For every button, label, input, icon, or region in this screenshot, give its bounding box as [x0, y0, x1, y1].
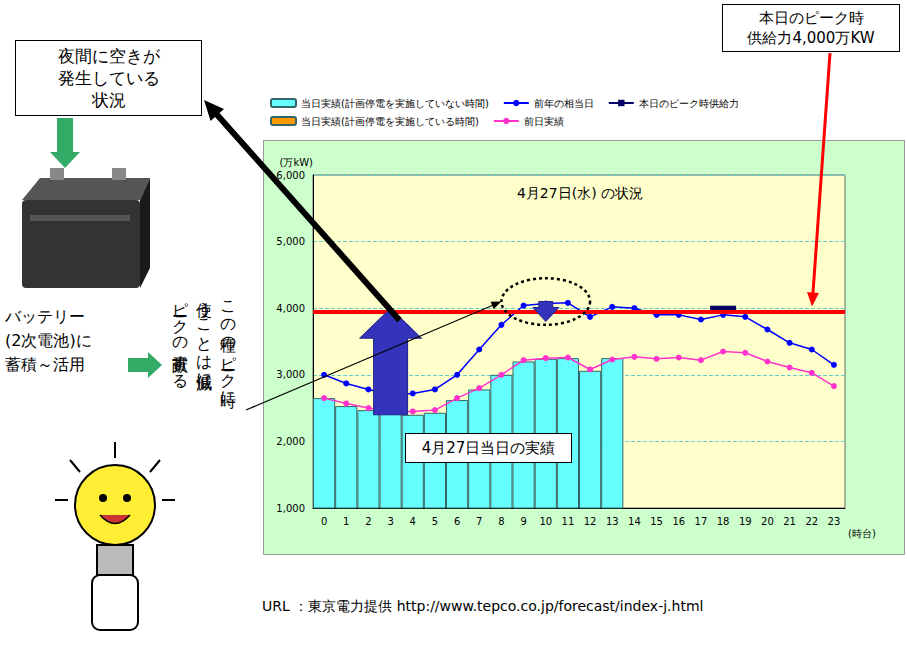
svg-text:5: 5: [432, 516, 438, 527]
svg-text:6,000: 6,000: [276, 170, 305, 181]
svg-text:前日実績: 前日実績: [524, 116, 564, 127]
svg-text:11: 11: [562, 516, 575, 527]
svg-text:0: 0: [321, 516, 327, 527]
svg-text:9: 9: [520, 516, 526, 527]
svg-text:21: 21: [783, 516, 796, 527]
svg-text:4月27日(水) の状況: 4月27日(水) の状況: [517, 185, 643, 201]
html-text:バッテリー: バッテリー: [5, 307, 85, 326]
svg-text:13: 13: [606, 516, 619, 527]
svg-text:6: 6: [454, 516, 460, 527]
svg-text:14: 14: [628, 516, 641, 527]
svg-text:当日実績(計画停電を実施している時間): 当日実績(計画停電を実施している時間): [301, 116, 479, 127]
html-text:この種のピーク時に: この種のピーク時に: [219, 290, 238, 398]
svg-text:2,000: 2,000: [276, 436, 305, 447]
svg-text:当日実績(計画停電を実施していない時間): 当日実績(計画停電を実施していない時間): [301, 98, 489, 109]
html-text:4月27日当日の実績: 4月27日当日の実績: [421, 439, 556, 457]
html-text:使うことは低減に: 使うことは低減に: [195, 290, 214, 380]
html-text:本日のピーク時: 本日のピーク時: [758, 9, 864, 27]
svg-text:15: 15: [650, 516, 663, 527]
svg-text:20: 20: [761, 516, 774, 527]
html-text:供給力4,000万KW: 供給力4,000万KW: [747, 29, 875, 47]
html-text:URL ：東京電力提供 http://www.tepco.c: URL ：東京電力提供 http://www.tepco.co.jp/forec…: [262, 598, 704, 614]
html-text:蓄積～活用: 蓄積～活用: [5, 355, 85, 374]
html-text:ピークの貢献する: ピークの貢献する: [171, 290, 190, 380]
svg-text:17: 17: [695, 516, 708, 527]
svg-text:5,000: 5,000: [276, 236, 305, 247]
svg-text:4: 4: [410, 516, 416, 527]
html-text:状況: 状況: [91, 90, 126, 110]
html-text:(時台): (時台): [848, 528, 876, 539]
svg-text:4,000: 4,000: [276, 303, 305, 314]
svg-text:23: 23: [828, 516, 841, 527]
svg-text:19: 19: [739, 516, 752, 527]
svg-text:1,000: 1,000: [276, 503, 305, 514]
svg-text:(万kW): (万kW): [280, 157, 314, 168]
svg-text:12: 12: [584, 516, 597, 527]
svg-text:前年の相当日: 前年の相当日: [534, 98, 594, 109]
svg-text:10: 10: [539, 516, 552, 527]
svg-text:2: 2: [365, 516, 371, 527]
svg-text:1: 1: [343, 516, 349, 527]
html-text:発生している: 発生している: [57, 68, 160, 88]
svg-text:本日のピーク時供給力: 本日のピーク時供給力: [639, 98, 739, 109]
svg-text:7: 7: [476, 516, 482, 527]
html-text:夜間に空きが: 夜間に空きが: [57, 46, 160, 66]
svg-text:8: 8: [498, 516, 504, 527]
html-text:(2次電池)に: (2次電池)に: [5, 331, 92, 350]
svg-text:3,000: 3,000: [276, 369, 305, 380]
svg-text:3: 3: [387, 516, 393, 527]
svg-text:22: 22: [805, 516, 818, 527]
svg-text:18: 18: [717, 516, 730, 527]
svg-text:16: 16: [672, 516, 685, 527]
